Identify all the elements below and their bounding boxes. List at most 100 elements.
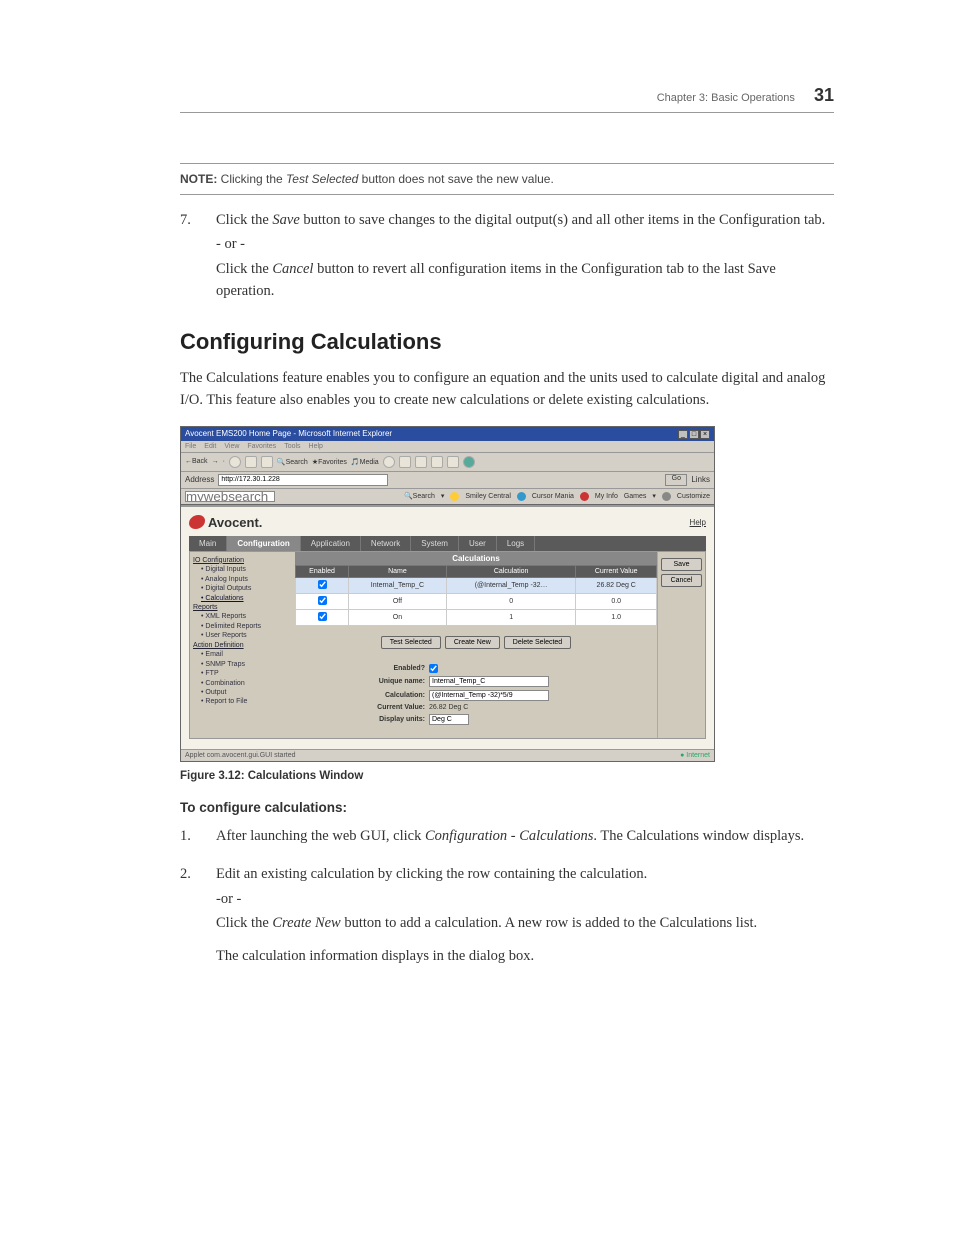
- cancel-button[interactable]: Cancel: [661, 574, 702, 587]
- calculations-table: Enabled Name Calculation Current Value I…: [295, 565, 657, 626]
- search-toolbar[interactable]: 🔍Search▾ Smiley Central Cursor Mania My …: [181, 489, 714, 505]
- sidebar-item[interactable]: FTP: [193, 669, 292, 678]
- sidebar: IO Configuration Digital Inputs Analog I…: [190, 552, 295, 738]
- enabled-label: Enabled?: [355, 665, 429, 672]
- tab-network[interactable]: Network: [361, 536, 411, 551]
- home-icon: [261, 456, 273, 468]
- row-enabled-checkbox[interactable]: [318, 612, 327, 621]
- section-intro: The Calculations feature enables you to …: [180, 367, 834, 412]
- step-7: 7. Click the Save button to save changes…: [180, 209, 834, 305]
- tab-configuration[interactable]: Configuration: [227, 536, 300, 551]
- sidebar-item[interactable]: Email: [193, 650, 292, 659]
- unique-name-label: Unique name:: [355, 678, 429, 685]
- refresh-icon: [245, 456, 257, 468]
- step-number: 1.: [180, 825, 198, 849]
- go-button[interactable]: Go: [665, 474, 687, 486]
- table-row[interactable]: On 1 1.0: [296, 609, 657, 625]
- sidebar-item-calculations[interactable]: Calculations: [193, 594, 292, 603]
- stop-icon: [229, 456, 241, 468]
- delete-selected-button[interactable]: Delete Selected: [504, 636, 571, 649]
- step-number: 2.: [180, 863, 198, 969]
- window-controls[interactable]: _□×: [677, 429, 710, 439]
- sidebar-item[interactable]: Combination: [193, 679, 292, 688]
- col-enabled[interactable]: Enabled: [296, 565, 349, 577]
- right-button-panel: Save Cancel: [657, 552, 705, 738]
- unique-name-input[interactable]: [429, 676, 549, 687]
- detail-form: Enabled? Unique name: Calculation:: [295, 655, 657, 738]
- tab-system[interactable]: System: [411, 536, 459, 551]
- table-row[interactable]: Off 0 0.0: [296, 593, 657, 609]
- browser-menubar[interactable]: FileEditViewFavoritesToolsHelp: [181, 441, 714, 453]
- help-link[interactable]: Help: [690, 518, 706, 527]
- proc-step-1: 1. After launching the web GUI, click Co…: [180, 825, 834, 849]
- sidebar-item[interactable]: User Reports: [193, 631, 292, 640]
- display-units-input[interactable]: [429, 714, 469, 725]
- sidebar-item[interactable]: SNMP Traps: [193, 660, 292, 669]
- sidebar-item[interactable]: Report to File: [193, 697, 292, 706]
- tab-main[interactable]: Main: [189, 536, 227, 551]
- brand-swoosh-icon: [189, 515, 205, 529]
- step-number: 7.: [180, 209, 198, 305]
- section-heading: Configuring Calculations: [180, 329, 834, 355]
- enabled-checkbox[interactable]: [429, 664, 438, 673]
- col-name[interactable]: Name: [349, 565, 447, 577]
- note-text-pre: Clicking the: [217, 172, 286, 186]
- address-input[interactable]: [218, 474, 388, 486]
- customize-icon: [662, 492, 671, 501]
- cursor-icon: [517, 492, 526, 501]
- window-title: Avocent EMS200 Home Page - Microsoft Int…: [185, 429, 392, 439]
- sidebar-item[interactable]: XML Reports: [193, 612, 292, 621]
- table-row[interactable]: Internal_Temp_C (@Internal_Temp -32… 26.…: [296, 577, 657, 593]
- minimize-icon: _: [678, 430, 688, 439]
- smiley-icon: [450, 492, 459, 501]
- close-icon: ×: [700, 430, 710, 439]
- sidebar-item[interactable]: Delimited Reports: [193, 622, 292, 631]
- note-box: NOTE: Clicking the Test Selected button …: [180, 163, 834, 195]
- tab-user[interactable]: User: [459, 536, 497, 551]
- proc-step-2: 2. Edit an existing calculation by click…: [180, 863, 834, 969]
- calculation-label: Calculation:: [355, 692, 429, 699]
- toolbar-search-input[interactable]: [185, 491, 275, 502]
- create-new-button[interactable]: Create New: [445, 636, 500, 649]
- window-titlebar: Avocent EMS200 Home Page - Microsoft Int…: [181, 427, 714, 441]
- figure-caption: Figure 3.12: Calculations Window: [180, 770, 834, 782]
- main-panel: Calculations Enabled Name Calculation Cu…: [295, 552, 657, 738]
- tab-logs[interactable]: Logs: [497, 536, 535, 551]
- page-number: 31: [814, 85, 834, 105]
- col-calculation[interactable]: Calculation: [446, 565, 576, 577]
- address-bar[interactable]: Address Go Links: [181, 472, 714, 489]
- sidebar-group-reports[interactable]: Reports: [193, 603, 292, 612]
- panel-title: Calculations: [295, 552, 657, 565]
- sidebar-group-action[interactable]: Action Definition: [193, 641, 292, 650]
- tab-application[interactable]: Application: [301, 536, 361, 551]
- sidebar-item[interactable]: Digital Outputs: [193, 584, 292, 593]
- sidebar-group-io[interactable]: IO Configuration: [193, 556, 292, 565]
- app-tabs[interactable]: Main Configuration Application Network S…: [189, 536, 706, 551]
- display-units-label: Display units:: [355, 716, 429, 723]
- calculation-input[interactable]: [429, 690, 549, 701]
- col-current-value[interactable]: Current Value: [576, 565, 657, 577]
- status-text: Applet com.avocent.gui.GUI started: [185, 752, 296, 759]
- test-selected-button[interactable]: Test Selected: [381, 636, 441, 649]
- sidebar-item[interactable]: Output: [193, 688, 292, 697]
- brand-logo: Avocent.: [189, 515, 262, 530]
- figure-screenshot: Avocent EMS200 Home Page - Microsoft Int…: [180, 426, 834, 762]
- note-text-post: button does not save the new value.: [358, 172, 553, 186]
- sidebar-item[interactable]: Analog Inputs: [193, 575, 292, 584]
- browser-toolbar[interactable]: ←Back→· 🔍Search ★Favorites 🎵Media: [181, 453, 714, 472]
- note-text-italic: Test Selected: [286, 172, 358, 186]
- row-enabled-checkbox[interactable]: [318, 580, 327, 589]
- procedure-heading: To configure calculations:: [180, 800, 834, 815]
- save-button[interactable]: Save: [661, 558, 702, 571]
- maximize-icon: □: [689, 430, 699, 439]
- browser-statusbar: Applet com.avocent.gui.GUI started Inter…: [181, 749, 714, 761]
- chapter-title: Chapter 3: Basic Operations: [657, 92, 795, 104]
- app-brand-bar: Avocent. Help: [189, 513, 706, 536]
- page-header: Chapter 3: Basic Operations 31: [180, 85, 834, 113]
- row-enabled-checkbox[interactable]: [318, 596, 327, 605]
- history-icon: [383, 456, 395, 468]
- sidebar-item[interactable]: Digital Inputs: [193, 565, 292, 574]
- current-value-label: Current Value:: [355, 704, 429, 711]
- current-value-text: 26.82 Deg C: [429, 704, 468, 711]
- links-label[interactable]: Links: [691, 475, 710, 484]
